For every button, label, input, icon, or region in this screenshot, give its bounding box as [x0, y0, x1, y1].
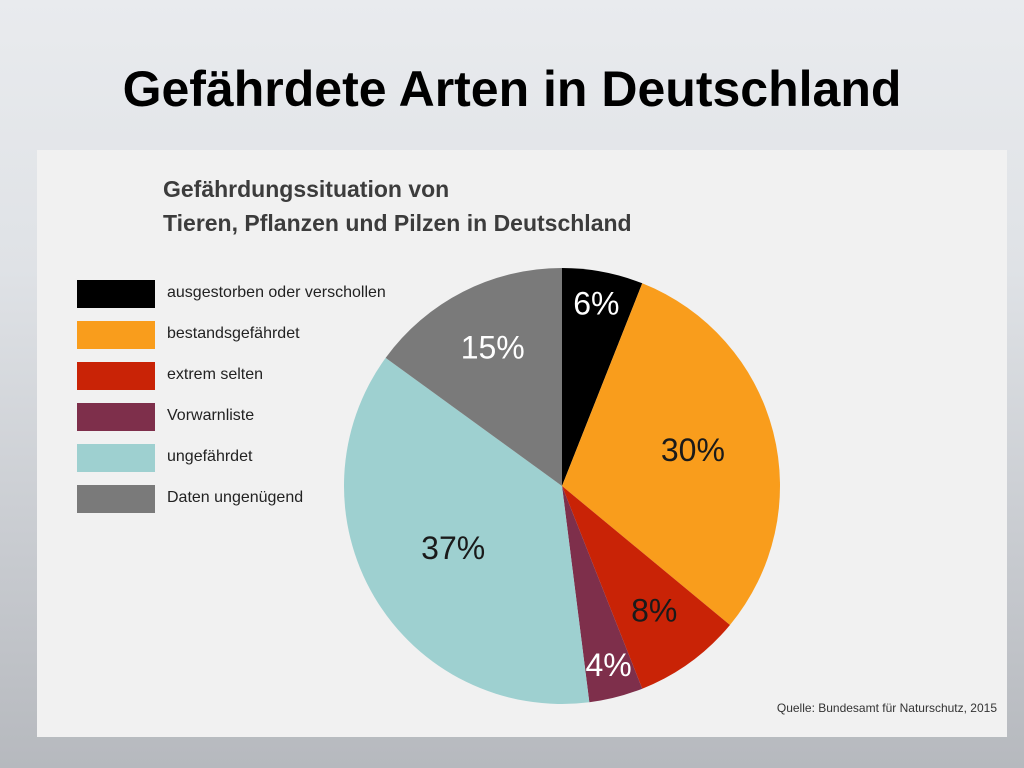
legend-item: extrem selten	[77, 362, 437, 390]
legend-label: bestandsgefährdet	[167, 325, 300, 342]
legend-item: Vorwarnliste	[77, 403, 437, 431]
legend-label: Vorwarnliste	[167, 407, 255, 424]
pie-slice-label: 6%	[573, 286, 619, 322]
legend-label: ungefährdet	[167, 448, 253, 465]
legend-item: ausgestorben oder verschollen	[77, 280, 437, 308]
legend-swatch	[77, 321, 155, 349]
legend-label: ausgestorben oder verschollen	[167, 284, 386, 301]
legend-swatch	[77, 485, 155, 513]
pie-slice-label: 37%	[421, 530, 485, 566]
pie-slice	[562, 268, 643, 486]
pie-slice	[562, 486, 730, 689]
legend-swatch	[77, 444, 155, 472]
legend-swatch	[77, 362, 155, 390]
chart-title-line-1: Gefährdungssituation von	[163, 176, 450, 202]
legend-item: ungefährdet	[77, 444, 437, 472]
pie-slice	[562, 486, 643, 703]
pie-slice-label: 4%	[585, 647, 631, 683]
pie-slice-label: 8%	[631, 592, 677, 628]
legend-swatch	[77, 280, 155, 308]
pie-slice	[344, 357, 590, 704]
chart-panel: Gefährdungssituation von Tieren, Pflanze…	[37, 150, 1007, 737]
legend-swatch	[77, 403, 155, 431]
legend-label: Daten ungenügend	[167, 489, 304, 506]
pie-slice	[385, 268, 562, 486]
chart-title: Gefährdungssituation von Tieren, Pflanze…	[163, 172, 632, 240]
pie-chart: 6% 30% 8%4% 37% 15%	[344, 268, 780, 704]
chart-source: Quelle: Bundesamt für Naturschutz, 2015	[776, 701, 997, 715]
legend-label: extrem selten	[167, 366, 264, 383]
slide-title: Gefährdete Arten in Deutschland	[122, 61, 902, 117]
legend-item: bestandsgefährdet	[77, 321, 437, 349]
pie-slice	[562, 283, 780, 625]
pie-slice-label: 30%	[661, 432, 725, 468]
legend-item: Daten ungenügend	[77, 485, 437, 513]
chart-title-line-2: Tieren, Pflanzen und Pilzen in Deutschla…	[163, 210, 632, 236]
pie-slice-label: 15%	[461, 329, 525, 365]
